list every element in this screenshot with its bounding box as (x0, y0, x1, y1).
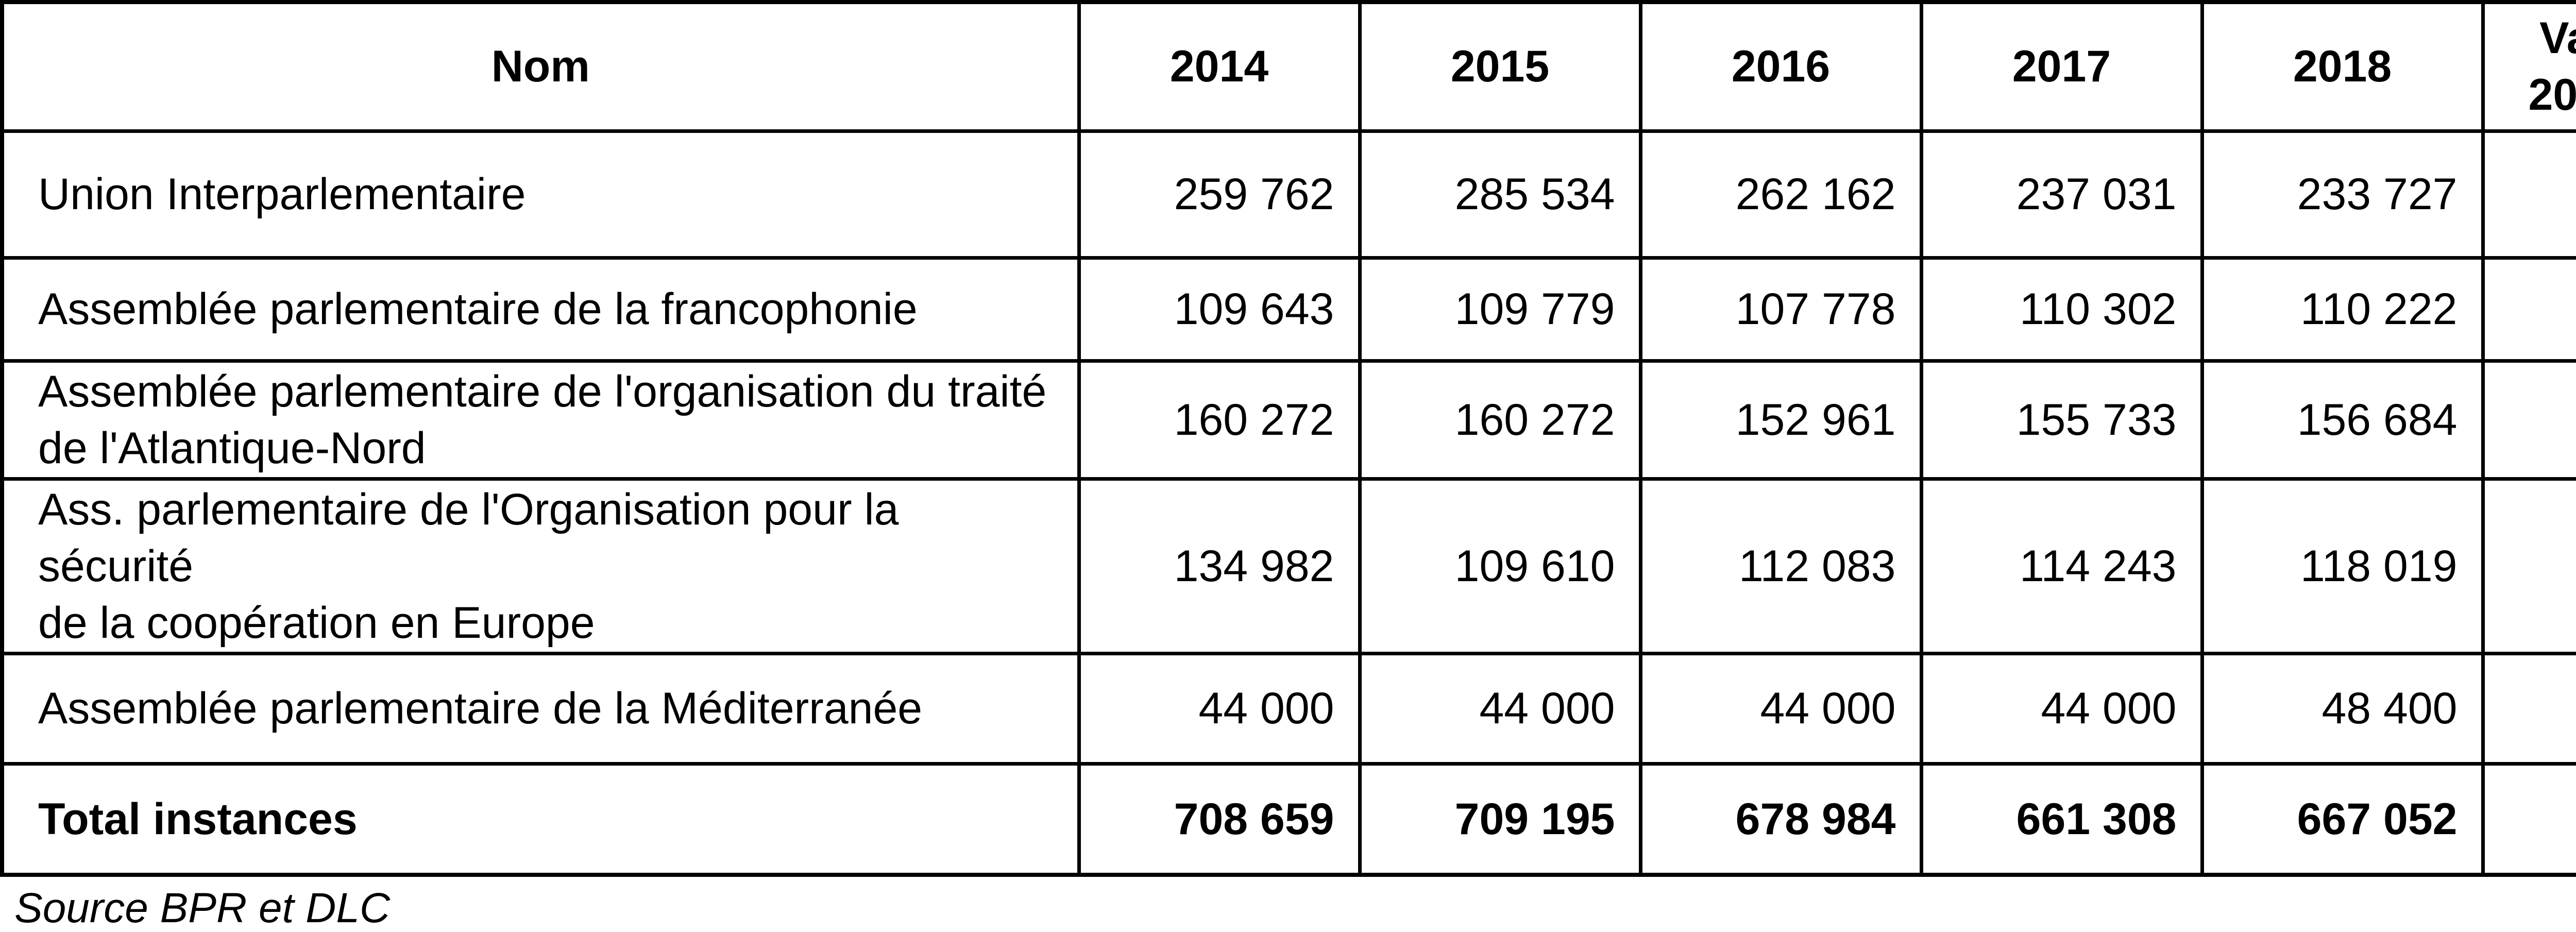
table-row: Assemblée parlementaire de l'organisatio… (0, 359, 2576, 481)
value-variation: 3,31% (2481, 477, 2576, 655)
table-header-row: Nom 2014 2015 2016 2017 2018 Variation 2… (0, 0, 2576, 133)
value-2014: 160 272 (1077, 359, 1362, 481)
value-2015: 44 000 (1358, 651, 1642, 766)
value-2018: 110 222 (2200, 256, 2485, 363)
value-2014: 44 000 (1077, 651, 1362, 766)
total-label: Total instances (0, 761, 1081, 877)
total-2018: 667 052 (2200, 761, 2485, 877)
value-2015: 160 272 (1358, 359, 1642, 481)
source-note: Source BPR et DLC (14, 885, 391, 932)
row-name: Union Interparlementaire (0, 129, 1081, 260)
total-2014: 708 659 (1077, 761, 1362, 877)
row-name: Assemblée parlementaire de la francophon… (0, 256, 1081, 363)
value-2016: 107 778 (1638, 256, 1923, 363)
column-header-2016: 2016 (1638, 0, 1923, 133)
value-variation: 0,61% (2481, 359, 2576, 481)
value-2015: 109 610 (1358, 477, 1642, 655)
column-header-2017: 2017 (1919, 0, 2204, 133)
row-name: Assemblée parlementaire de l'organisatio… (0, 359, 1081, 481)
value-2018: 156 684 (2200, 359, 2485, 481)
value-variation: -1,39% (2481, 129, 2576, 260)
value-2016: 44 000 (1638, 651, 1923, 766)
value-variation: 10,00% (2481, 651, 2576, 766)
table-row: Ass. parlementaire de l'Organisation pou… (0, 477, 2576, 655)
value-2017: 110 302 (1919, 256, 2204, 363)
value-2017: 44 000 (1919, 651, 2204, 766)
row-name: Assemblée parlementaire de la Méditerran… (0, 651, 1081, 766)
column-header-nom: Nom (0, 0, 1081, 133)
budget-table: Nom 2014 2015 2016 2017 2018 Variation 2… (0, 0, 2576, 877)
value-2018: 118 019 (2200, 477, 2485, 655)
value-2016: 152 961 (1638, 359, 1923, 481)
value-2017: 114 243 (1919, 477, 2204, 655)
table-row: Union Interparlementaire 259 762 285 534… (0, 129, 2576, 260)
value-2018: 233 727 (2200, 129, 2485, 260)
value-2014: 259 762 (1077, 129, 1362, 260)
value-2014: 109 643 (1077, 256, 1362, 363)
value-2016: 112 083 (1638, 477, 1923, 655)
table-total-row: Total instances 708 659 709 195 678 984 … (0, 761, 2576, 877)
value-2016: 262 162 (1638, 129, 1923, 260)
column-header-variation: Variation 2018/2017 (2481, 0, 2576, 133)
value-2015: 285 534 (1358, 129, 1642, 260)
value-2017: 155 733 (1919, 359, 2204, 481)
value-2017: 237 031 (1919, 129, 2204, 260)
table-row: Assemblée parlementaire de la francophon… (0, 256, 2576, 363)
column-header-2018: 2018 (2200, 0, 2485, 133)
total-2016: 678 984 (1638, 761, 1923, 877)
column-header-2014: 2014 (1077, 0, 1362, 133)
total-2017: 661 308 (1919, 761, 2204, 877)
total-2015: 709 195 (1358, 761, 1642, 877)
value-variation: -0,07% (2481, 256, 2576, 363)
value-2015: 109 779 (1358, 256, 1642, 363)
table-row: Assemblée parlementaire de la Méditerran… (0, 651, 2576, 766)
column-header-2015: 2015 (1358, 0, 1642, 133)
value-2014: 134 982 (1077, 477, 1362, 655)
row-name: Ass. parlementaire de l'Organisation pou… (0, 477, 1081, 655)
value-2018: 48 400 (2200, 651, 2485, 766)
total-variation: 0,87% (2481, 761, 2576, 877)
